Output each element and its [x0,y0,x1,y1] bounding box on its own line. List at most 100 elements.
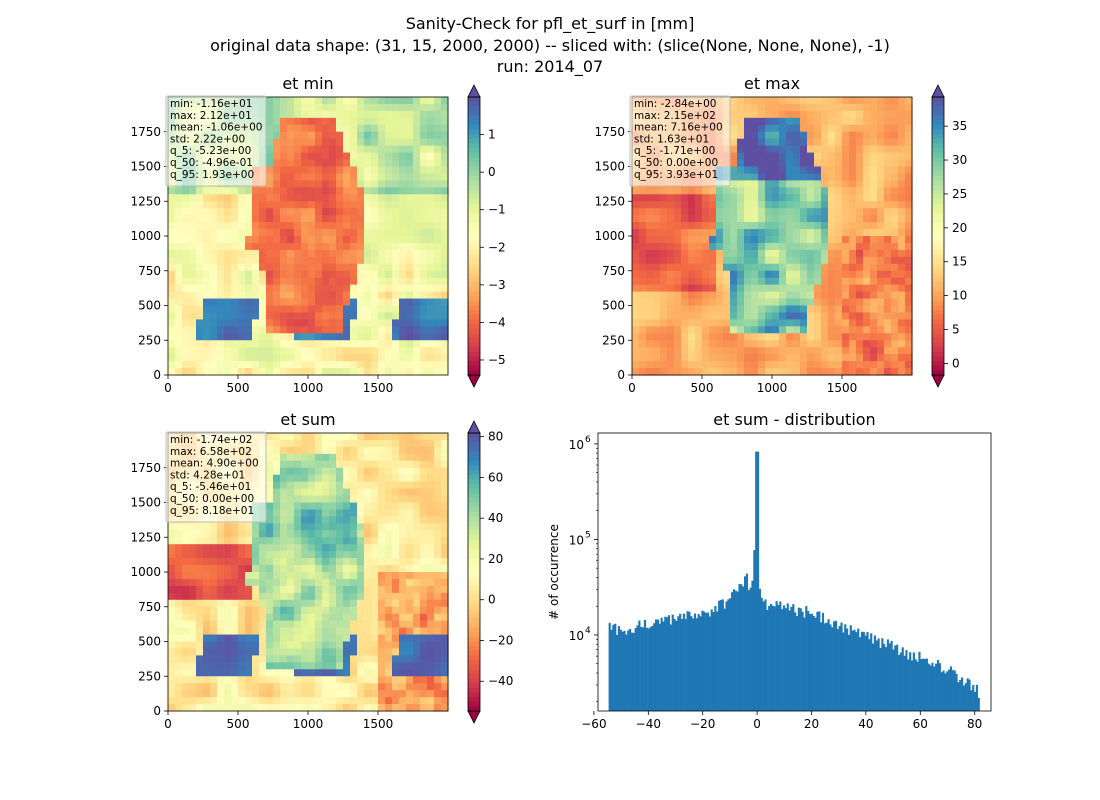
panel-title: et sum [280,410,335,429]
colorbar-tick-label: 0 [488,165,496,179]
histogram-bar [851,630,854,711]
histogram-bar [621,631,624,711]
x-tick-label: 0 [164,381,172,395]
histogram-bar [619,629,622,711]
histogram-bar [736,591,739,711]
y-tick-exponent: 5 [585,530,591,540]
histogram-bar [953,670,956,711]
colorbar-tick-label: −40 [488,674,513,688]
histogram-bar [740,584,743,711]
histogram-bar [827,619,830,711]
histogram-bar [814,617,817,711]
histogram-bar [786,603,789,711]
histogram-bar [680,618,684,711]
histogram-bar [682,613,685,711]
y-tick-label: 500 [138,635,161,649]
histogram-bar [684,618,687,711]
figure-title-line-3: run: 2014_07 [497,57,603,77]
histogram-bar [955,673,958,711]
y-tick-label: 500 [138,299,161,313]
y-tick-label: 250 [602,333,625,347]
histogram-bar [970,690,973,711]
x-tick-label: 1500 [363,381,394,395]
histogram-bar [883,643,886,711]
y-tick-label: 0 [153,704,161,718]
y-tick-label: 1250 [130,530,161,544]
stats-line: q_5: -5.46e+01 [170,481,251,493]
histogram-bar [718,600,721,711]
colorbar-tick-label: −20 [488,633,513,647]
histogram-bar [777,604,780,711]
colorbar-extend-min [467,710,481,724]
histogram-bar [935,663,938,711]
histogram-bar [899,652,902,711]
y-tick-label: 0 [153,368,161,382]
stats-line: q_50: 0.00e+00 [634,157,718,169]
histogram-bar [788,610,791,711]
histogram-bar [773,606,776,711]
histogram-bar [669,624,672,711]
histogram-bar [612,624,615,711]
histogram-bar [697,614,700,711]
histogram-bar [630,632,634,711]
histogram-bar [716,611,719,711]
histogram-bar [972,684,975,711]
histogram-bar [931,662,934,711]
histogram-bar [616,634,619,711]
y-tick-label: 250 [138,669,161,683]
histogram-bar [755,451,758,711]
figure-title-line-2: original data shape: (31, 15, 2000, 2000… [210,36,890,55]
histogram-bar [961,677,964,711]
histogram-bar [829,624,832,711]
histogram-bar [749,587,752,711]
histogram-bar [731,592,734,711]
y-tick-label: 0 [617,368,625,382]
histogram-bar [944,673,947,711]
colorbar: 80 60 40 20 0 −20 −40 [467,420,513,724]
histogram-bar [712,612,715,711]
x-tick-label: −40 [636,717,661,731]
colorbar-frame [931,96,945,376]
colorbar-tick-label: −4 [488,315,506,329]
histogram-bar [784,608,787,711]
stats-line: std: 2.22e+00 [170,133,245,145]
histogram-bar [864,635,867,711]
histogram-bar [760,597,763,711]
histogram-bar [872,643,875,711]
histogram-bar [727,599,730,711]
y-tick-label: 500 [602,299,625,313]
histogram-bar [866,632,869,711]
histogram-bar [747,590,750,711]
histogram-bar [957,682,960,711]
histogram-bar [959,680,962,711]
stats-line: max: 6.58e+02 [170,446,252,458]
colorbar-tick-label: −3 [488,278,506,292]
histogram-bar [859,637,862,711]
histogram-bar [627,630,630,711]
histogram-bar [836,629,839,711]
stats-line: q_95: 8.18e+01 [170,505,254,517]
histogram-bar [768,606,771,711]
y-tick-label: 1500 [594,160,625,174]
histogram-bar [703,611,706,711]
histogram-bar [679,613,682,711]
histogram-bar [779,601,782,711]
histogram-bar [812,615,815,711]
histogram-bar [870,633,873,711]
histogram-bar [629,629,632,711]
histogram-bar [860,631,864,711]
stats-line: mean: 4.90e+00 [170,458,259,470]
colorbar-tick-label: 60 [488,470,503,484]
x-tick-label: 1000 [293,381,324,395]
histogram-bar [918,651,921,711]
x-tick-label: 1000 [757,381,788,395]
colorbar-tick-label: 10 [952,289,967,303]
histogram-bar [608,622,611,711]
histogram-bar [757,451,760,711]
colorbar: 1 0 −1 −2 −3 −4 −5 [467,84,506,388]
histogram-ylabel: # of occurrence [547,524,561,620]
stats-line: std: 4.28e+01 [170,469,245,481]
map-panel-1: et min 0 500 1000 1500 0 250 500 750 1000 1250 1500… [130,74,505,395]
histogram-bar [951,670,954,711]
histogram-bar [933,666,936,711]
